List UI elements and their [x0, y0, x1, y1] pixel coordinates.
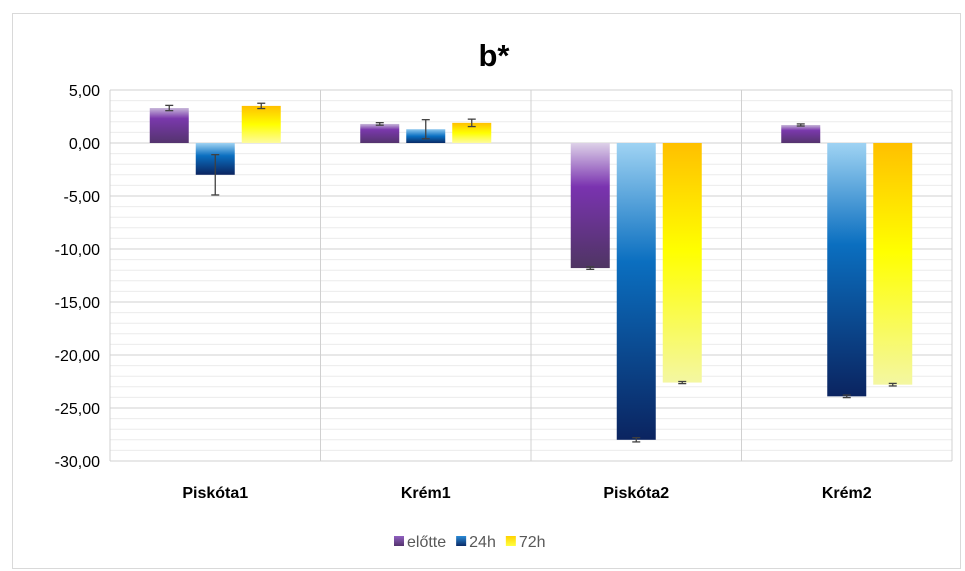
y-tick-label: -10,00: [55, 242, 100, 259]
bar: [662, 143, 702, 383]
chart-title: b*: [479, 38, 511, 73]
category-separators: [320, 90, 953, 461]
bar: [241, 105, 281, 143]
y-tick-label: 0,00: [69, 136, 100, 153]
bar: [827, 143, 867, 397]
legend-swatch: [456, 536, 467, 546]
legend-label: 24h: [469, 534, 496, 551]
bar: [149, 108, 189, 143]
legend: előtte 24h 72h: [394, 534, 546, 551]
y-tick-label: -20,00: [55, 348, 100, 365]
y-tick-label: 5,00: [69, 83, 100, 100]
legend-label: előtte: [407, 534, 446, 551]
y-tick-label: -15,00: [55, 295, 100, 312]
legend-label: 72h: [519, 534, 546, 551]
chart-svg: b* 5,00 0,00 -5,00 -10,00 -15,00 -20,00 -25,00…: [55, 38, 953, 551]
x-tick-label: Piskóta2: [603, 485, 669, 502]
legend-swatch: [505, 536, 516, 546]
error-bars: [165, 102, 897, 443]
bars: [149, 105, 913, 440]
x-tick-label: Piskóta1: [182, 485, 248, 502]
bar: [360, 123, 400, 143]
x-tick-label: Krém2: [822, 485, 872, 502]
bar: [616, 143, 656, 440]
bar: [452, 122, 492, 143]
bar: [873, 143, 913, 385]
legend-swatch: [394, 536, 404, 546]
x-axis-ticks: Piskóta1 Krém1 Piskóta2 Krém2: [182, 485, 871, 502]
x-tick-label: Krém1: [401, 485, 451, 502]
y-tick-label: -30,00: [55, 454, 100, 471]
chart-frame: b* 5,00 0,00 -5,00 -10,00 -15,00 -20,00 -25,00…: [12, 13, 961, 569]
bar: [570, 143, 610, 269]
bar: [781, 124, 821, 143]
y-tick-label: -5,00: [64, 189, 101, 206]
y-tick-label: -25,00: [55, 401, 100, 418]
y-axis-ticks: 5,00 0,00 -5,00 -10,00 -15,00 -20,00 -25,00 -30…: [55, 83, 100, 471]
